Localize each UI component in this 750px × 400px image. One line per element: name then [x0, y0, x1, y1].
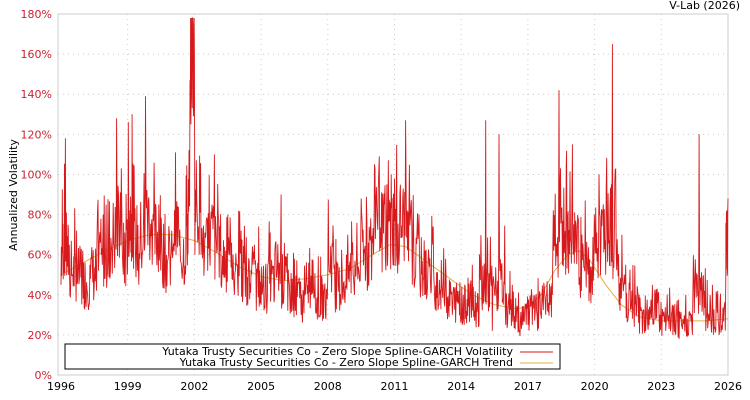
y-tick-label: 60% [28, 249, 52, 262]
y-tick-label: 160% [21, 48, 52, 61]
x-tick-label: 2020 [581, 380, 609, 393]
y-tick-label: 0% [35, 369, 52, 382]
legend: Yutaka Trusty Securities Co - Zero Slope… [64, 343, 561, 370]
x-axis-ticks: 1996 1999 2002 2005 2008 2011 2014 2017 2020 2023… [47, 380, 742, 393]
y-tick-label: 180% [21, 8, 52, 21]
legend-label-volatility: Yutaka Trusty Securities Co - Zero Slope… [161, 345, 513, 358]
y-tick-label: 120% [21, 128, 52, 141]
y-axis-ticks: 0% 20% 40% 60% 80% 100% 120% 140% 160% 180% [21, 8, 52, 382]
volatility-line [60, 17, 729, 339]
y-axis-label: Annualized Volatility [7, 139, 20, 251]
x-tick-label: 1999 [114, 380, 142, 393]
legend-label-trend: Yutaka Trusty Securities Co - Zero Slope… [179, 356, 513, 369]
x-tick-label: 2002 [180, 380, 208, 393]
x-tick-label: 2011 [381, 380, 409, 393]
legend-box [64, 343, 561, 370]
x-tick-label: 2026 [714, 380, 742, 393]
y-tick-label: 100% [21, 168, 52, 181]
x-tick-label: 2005 [247, 380, 275, 393]
credit-label: V-Lab (2026) [669, 0, 740, 12]
y-tick-label: 140% [21, 88, 52, 101]
x-tick-label: 2014 [447, 380, 475, 393]
y-tick-label: 80% [28, 209, 52, 222]
y-tick-label: 40% [28, 289, 52, 302]
x-tick-label: 2017 [514, 380, 542, 393]
x-tick-label: 2023 [647, 380, 675, 393]
x-tick-label: 1996 [47, 380, 75, 393]
plot-frame [57, 13, 729, 376]
x-tick-label: 2008 [314, 380, 342, 393]
y-tick-label: 20% [28, 329, 52, 342]
